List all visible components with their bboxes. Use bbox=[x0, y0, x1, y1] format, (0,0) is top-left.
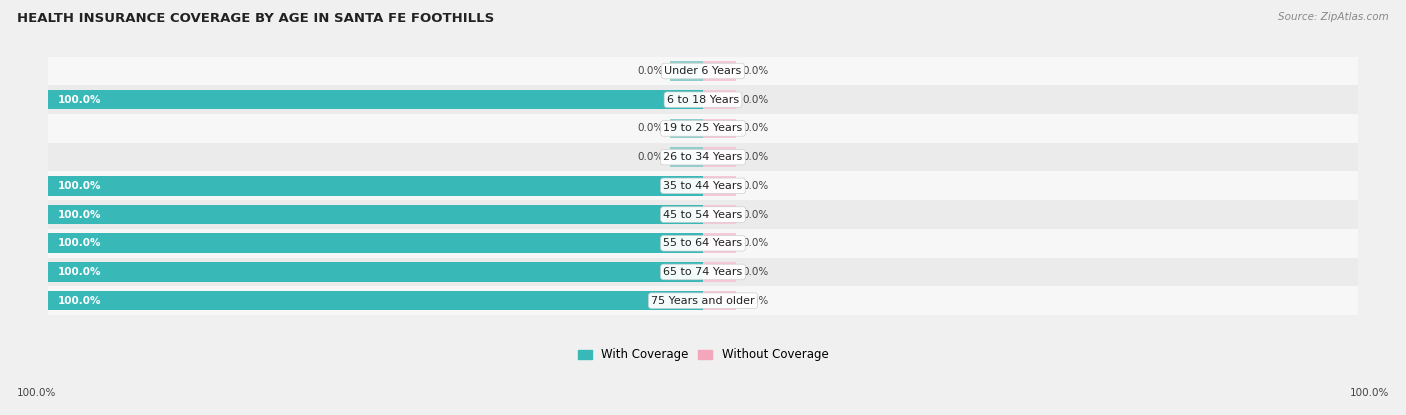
Text: 0.0%: 0.0% bbox=[742, 238, 769, 248]
Legend: With Coverage, Without Coverage: With Coverage, Without Coverage bbox=[578, 349, 828, 361]
Bar bbox=[48, 262, 703, 282]
Bar bbox=[703, 262, 735, 282]
Text: 100.0%: 100.0% bbox=[58, 267, 101, 277]
Text: 75 Years and older: 75 Years and older bbox=[651, 295, 755, 306]
Bar bbox=[48, 229, 1358, 258]
Bar bbox=[48, 57, 1358, 85]
Bar bbox=[671, 61, 703, 81]
Bar bbox=[48, 258, 1358, 286]
Text: 0.0%: 0.0% bbox=[637, 66, 664, 76]
Bar bbox=[48, 90, 703, 110]
Text: 100.0%: 100.0% bbox=[58, 295, 101, 306]
Bar bbox=[48, 291, 703, 310]
Text: 0.0%: 0.0% bbox=[742, 267, 769, 277]
Bar bbox=[703, 291, 735, 310]
Bar bbox=[703, 61, 735, 81]
Text: 0.0%: 0.0% bbox=[742, 181, 769, 191]
Bar bbox=[48, 171, 1358, 200]
Text: 100.0%: 100.0% bbox=[58, 181, 101, 191]
Bar bbox=[48, 143, 1358, 171]
Text: 100.0%: 100.0% bbox=[58, 238, 101, 248]
Bar bbox=[703, 147, 735, 167]
Bar bbox=[703, 119, 735, 138]
Text: 100.0%: 100.0% bbox=[17, 388, 56, 398]
Text: 0.0%: 0.0% bbox=[742, 123, 769, 134]
Text: 0.0%: 0.0% bbox=[742, 295, 769, 306]
Text: 45 to 54 Years: 45 to 54 Years bbox=[664, 210, 742, 220]
Bar bbox=[48, 286, 1358, 315]
Bar bbox=[48, 205, 703, 225]
Bar bbox=[703, 234, 735, 253]
Bar bbox=[48, 200, 1358, 229]
Text: 100.0%: 100.0% bbox=[58, 95, 101, 105]
Text: 35 to 44 Years: 35 to 44 Years bbox=[664, 181, 742, 191]
Bar bbox=[671, 147, 703, 167]
Bar bbox=[48, 85, 1358, 114]
Bar bbox=[48, 176, 703, 195]
Text: 0.0%: 0.0% bbox=[742, 95, 769, 105]
Bar bbox=[703, 176, 735, 195]
Text: HEALTH INSURANCE COVERAGE BY AGE IN SANTA FE FOOTHILLS: HEALTH INSURANCE COVERAGE BY AGE IN SANT… bbox=[17, 12, 494, 25]
Text: Source: ZipAtlas.com: Source: ZipAtlas.com bbox=[1278, 12, 1389, 22]
Bar bbox=[703, 205, 735, 225]
Bar bbox=[703, 90, 735, 110]
Text: 0.0%: 0.0% bbox=[742, 210, 769, 220]
Text: 100.0%: 100.0% bbox=[58, 210, 101, 220]
Text: 55 to 64 Years: 55 to 64 Years bbox=[664, 238, 742, 248]
Text: 6 to 18 Years: 6 to 18 Years bbox=[666, 95, 740, 105]
Bar bbox=[48, 234, 703, 253]
Text: 0.0%: 0.0% bbox=[742, 66, 769, 76]
Text: 100.0%: 100.0% bbox=[1350, 388, 1389, 398]
Text: 19 to 25 Years: 19 to 25 Years bbox=[664, 123, 742, 134]
Text: 0.0%: 0.0% bbox=[637, 152, 664, 162]
Bar bbox=[671, 119, 703, 138]
Text: Under 6 Years: Under 6 Years bbox=[665, 66, 741, 76]
Text: 26 to 34 Years: 26 to 34 Years bbox=[664, 152, 742, 162]
Text: 65 to 74 Years: 65 to 74 Years bbox=[664, 267, 742, 277]
Text: 0.0%: 0.0% bbox=[637, 123, 664, 134]
Bar bbox=[48, 114, 1358, 143]
Text: 0.0%: 0.0% bbox=[742, 152, 769, 162]
